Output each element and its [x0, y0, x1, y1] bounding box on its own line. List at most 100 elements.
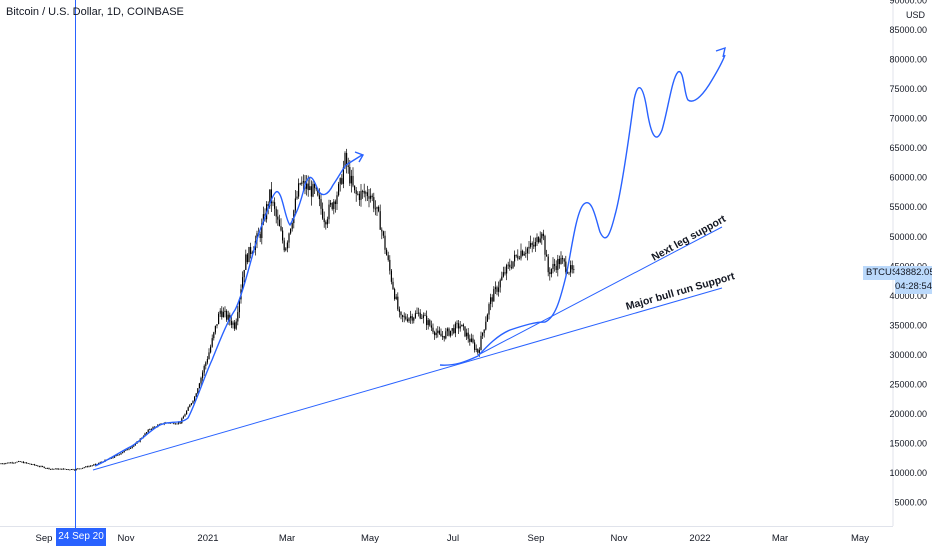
- candle-body: [120, 453, 122, 455]
- candle-body: [357, 193, 359, 195]
- candle-body: [373, 197, 375, 209]
- candle-body: [195, 393, 197, 397]
- candle-body: [98, 463, 100, 464]
- candle-body: [378, 206, 380, 212]
- candle-body: [475, 348, 477, 350]
- chart-title: Bitcoin / U.S. Dollar, 1D, COINBASE: [6, 6, 184, 18]
- candle-body: [429, 320, 431, 326]
- candle-body: [432, 327, 434, 333]
- candle-body: [91, 465, 93, 467]
- candle-body: [443, 335, 445, 339]
- candle-body: [2, 463, 4, 465]
- candle-body: [419, 312, 421, 319]
- candle-body: [339, 178, 341, 184]
- candle-body: [538, 237, 540, 243]
- currency-label: USD: [906, 10, 926, 20]
- candle-body: [333, 201, 335, 210]
- candle-body: [533, 244, 535, 247]
- candle-body: [206, 359, 208, 363]
- candle-body: [325, 222, 327, 225]
- candle-body: [494, 287, 496, 290]
- candle-body: [315, 187, 317, 190]
- candle-body: [288, 233, 290, 243]
- candle-body: [507, 264, 509, 266]
- candle-body: [250, 247, 252, 254]
- candle-body: [24, 462, 26, 464]
- candle-body: [352, 175, 354, 186]
- candle-body: [334, 201, 336, 205]
- candle-body: [376, 206, 378, 209]
- candle-body: [306, 183, 308, 189]
- candle-body: [302, 181, 304, 183]
- candle-body: [485, 321, 487, 330]
- candle-body: [237, 312, 239, 322]
- candle-body: [450, 330, 452, 336]
- candle-body: [536, 237, 538, 242]
- candle-body: [323, 218, 325, 223]
- candle-body: [413, 317, 415, 321]
- candle-body: [34, 464, 36, 466]
- candle-body: [486, 314, 488, 322]
- candle-body: [328, 204, 330, 220]
- next-leg-support-label: Next leg support: [650, 213, 729, 264]
- candle-body: [515, 254, 517, 256]
- candle-body: [43, 466, 45, 468]
- candle-body: [70, 469, 72, 470]
- candle-body: [445, 331, 447, 339]
- candle-body: [547, 256, 549, 273]
- candle-body: [72, 469, 74, 470]
- candle-body: [90, 465, 92, 467]
- candle-body: [421, 317, 423, 319]
- candle-body: [110, 457, 112, 459]
- time-tick-label: Mar: [772, 533, 788, 544]
- candle-body: [355, 190, 357, 194]
- candle-body: [54, 468, 56, 470]
- candle-body: [326, 219, 328, 225]
- candle-body: [309, 186, 311, 191]
- candle-body: [187, 407, 189, 411]
- last-price: 43882.05: [895, 267, 932, 278]
- candle-body: [37, 465, 39, 467]
- candle-body: [99, 462, 101, 464]
- candle-body: [88, 466, 90, 467]
- candle-body: [382, 231, 384, 236]
- candle-body: [291, 223, 293, 229]
- candle-body: [541, 233, 543, 239]
- candle-body: [424, 315, 426, 317]
- time-tick-label: Nov: [611, 533, 628, 544]
- candle-body: [379, 211, 381, 230]
- candle-body: [66, 469, 68, 470]
- candle-body: [418, 312, 420, 314]
- candle-body: [80, 468, 82, 470]
- candle-body: [331, 203, 333, 210]
- candle-body: [19, 461, 21, 463]
- candle-body: [285, 248, 287, 251]
- candle-body: [392, 281, 394, 290]
- candle-body: [514, 254, 516, 262]
- candle-body: [286, 242, 288, 249]
- candle-body: [454, 323, 456, 334]
- candle-body: [370, 195, 372, 199]
- candle-body: [477, 348, 479, 353]
- price-tick-label: 90000.00: [889, 0, 927, 6]
- candle-body: [534, 241, 536, 247]
- crosshair-date-label: 24 Sep 20: [56, 528, 106, 546]
- candle-body: [565, 261, 567, 272]
- candle-body: [362, 191, 364, 192]
- candle-body: [437, 330, 439, 333]
- price-tick-label: 40000.00: [889, 291, 927, 301]
- candle-body: [299, 183, 301, 185]
- candle-body: [64, 468, 66, 470]
- candle-body: [360, 191, 362, 201]
- candle-body: [26, 462, 28, 464]
- candle-body: [466, 332, 468, 337]
- candle-body: [48, 467, 50, 470]
- price-tick-label: 70000.00: [889, 114, 927, 124]
- candle-body: [330, 203, 332, 205]
- candle-body: [458, 323, 460, 329]
- candle-body: [416, 312, 418, 314]
- candle-body: [386, 249, 388, 256]
- candle-body: [474, 342, 476, 350]
- candle-body: [453, 328, 455, 334]
- candle-body: [298, 183, 300, 197]
